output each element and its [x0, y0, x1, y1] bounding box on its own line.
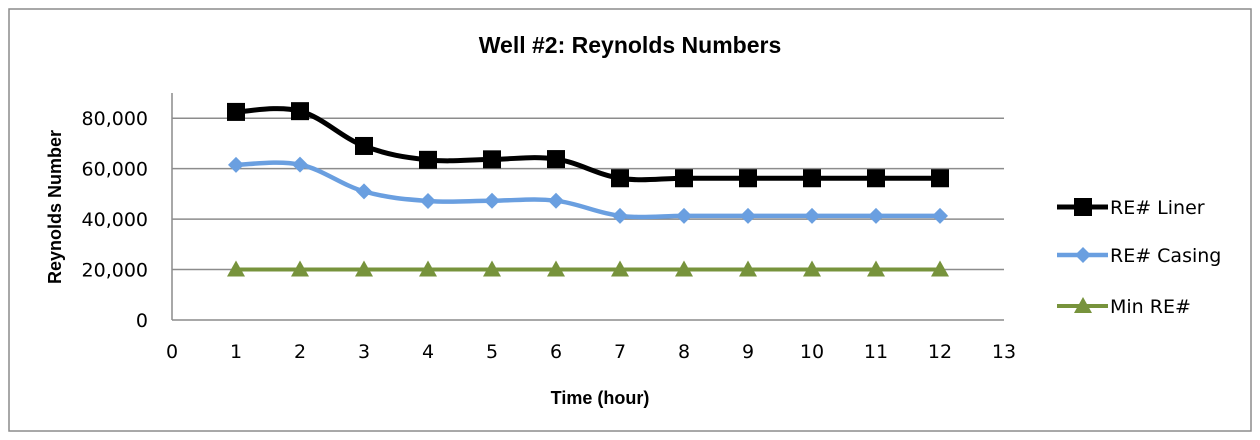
x-tick-label: 7 — [614, 341, 626, 363]
data-point — [420, 192, 436, 209]
x-tick-label: 2 — [294, 341, 306, 363]
legend-item: RE# Liner — [1057, 197, 1205, 219]
legend-label: RE# Liner — [1110, 197, 1205, 219]
data-point — [292, 156, 308, 173]
y-tick-label: 80,000 — [82, 108, 148, 130]
data-point — [611, 260, 629, 277]
data-point — [867, 169, 885, 188]
series-re-liner — [227, 102, 949, 188]
x-tick-label: 4 — [422, 341, 434, 363]
y-tick-label: 60,000 — [82, 159, 148, 181]
data-point — [676, 207, 692, 224]
chart-frame — [8, 8, 1252, 432]
data-point — [484, 192, 500, 209]
data-point — [867, 260, 885, 277]
x-tick-label: 1 — [230, 341, 242, 363]
legend-item: Min RE# — [1057, 296, 1191, 318]
data-point — [675, 260, 693, 277]
data-point — [739, 169, 757, 188]
legend-label: RE# Casing — [1110, 245, 1221, 267]
x-tick-label: 11 — [864, 341, 888, 363]
data-point — [804, 207, 820, 224]
data-point — [868, 207, 884, 224]
chart-title: Well #2: Reynolds Numbers — [479, 32, 782, 58]
data-point — [612, 207, 628, 224]
data-point — [483, 150, 501, 169]
y-tick-label: 0 — [136, 310, 148, 332]
legend-label: Min RE# — [1110, 296, 1191, 318]
x-tick-label: 10 — [800, 341, 824, 363]
x-tick-label: 5 — [486, 341, 498, 363]
x-tick-label: 13 — [992, 341, 1016, 363]
data-point — [547, 260, 565, 277]
data-point — [803, 169, 821, 188]
x-tick-label: 8 — [678, 341, 690, 363]
x-tick-label: 6 — [550, 341, 562, 363]
x-tick-label: 12 — [928, 341, 952, 363]
legend: RE# Liner RE# Casing Min RE# — [1057, 197, 1221, 318]
data-point — [611, 169, 629, 188]
x-tick-label: 3 — [358, 341, 370, 363]
data-point — [419, 260, 437, 277]
data-point — [419, 150, 437, 169]
data-point — [931, 169, 949, 188]
data-point — [548, 192, 564, 209]
data-point — [932, 207, 948, 224]
legend-marker — [1074, 297, 1092, 313]
data-point — [355, 136, 373, 155]
data-point — [356, 183, 372, 200]
data-point — [739, 260, 757, 277]
data-point — [228, 156, 244, 173]
data-point — [355, 260, 373, 277]
data-point — [740, 207, 756, 224]
legend-marker — [1075, 247, 1091, 263]
series-group — [227, 102, 949, 277]
legend-marker — [1074, 198, 1092, 216]
data-point — [291, 260, 309, 277]
x-tick-label: 0 — [166, 341, 178, 363]
data-point — [675, 169, 693, 188]
data-point — [931, 260, 949, 277]
data-point — [803, 260, 821, 277]
x-axis-label: Time (hour) — [551, 388, 650, 408]
data-point — [227, 260, 245, 277]
data-point — [291, 102, 309, 121]
data-point — [547, 150, 565, 169]
data-point — [227, 102, 245, 121]
series-re-casing — [228, 156, 948, 224]
y-tick-label: 40,000 — [82, 209, 148, 231]
y-tick-label: 20,000 — [82, 260, 148, 282]
data-point — [483, 260, 501, 277]
y-axis-label: Reynolds Number — [45, 130, 65, 284]
x-tick-label: 9 — [742, 341, 754, 363]
legend-item: RE# Casing — [1057, 245, 1221, 267]
series-min-re — [227, 260, 949, 277]
